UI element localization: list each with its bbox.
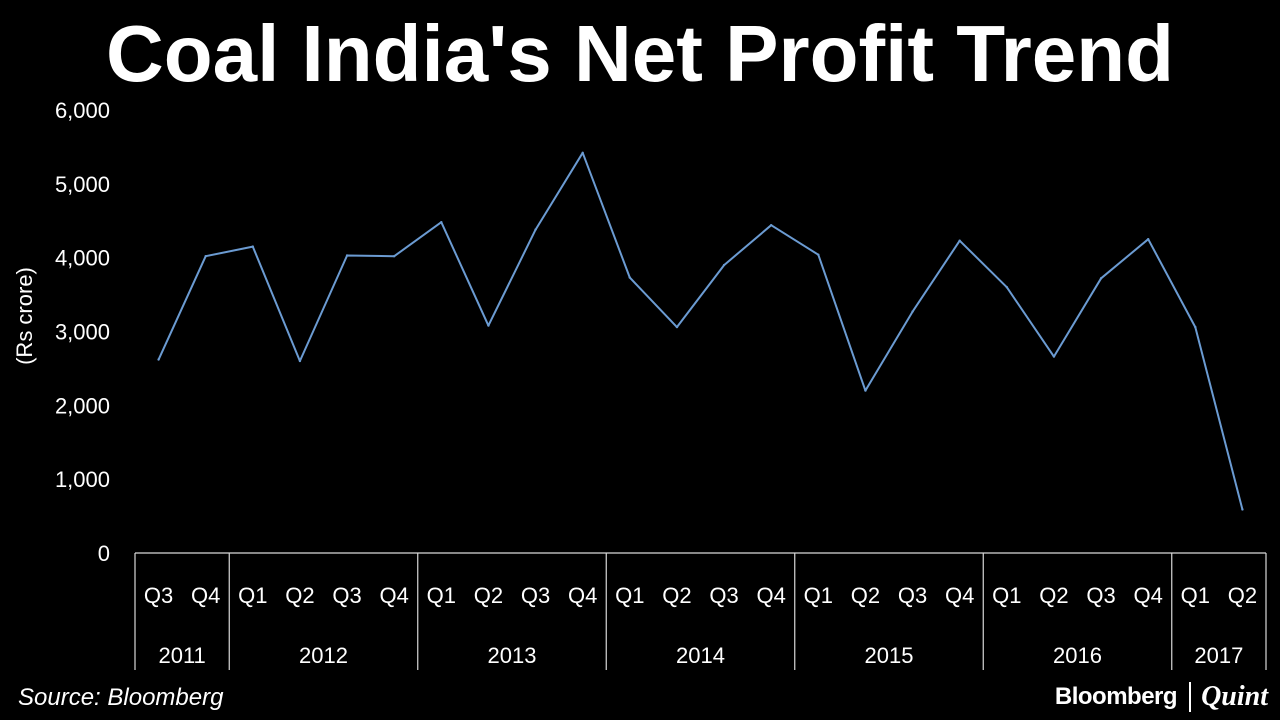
x-tick-label: Q3 (332, 583, 361, 608)
year-label: 2012 (299, 643, 348, 668)
x-tick-label: Q2 (662, 583, 691, 608)
y-axis: 0 1,000 2,000 3,000 4,000 5,000 6,000 (55, 98, 110, 566)
year-label: 2015 (865, 643, 914, 668)
data-point (1099, 277, 1103, 280)
x-axis: Q3 Q4 Q1 Q2 Q3 Q4 Q1 Q2 Q3 Q4 Q1 Q2 Q3 Q4 Q1 Q2 Q3 Q4 Q1 Q2… (134, 552, 1267, 670)
data-point (1241, 508, 1244, 511)
x-tick-label: Q4 (568, 583, 597, 608)
year-label: 2014 (676, 643, 725, 668)
x-tick-label: Q1 (992, 583, 1021, 608)
data-point (392, 254, 396, 258)
x-tick-label: Q3 (898, 583, 927, 608)
brand-quint: Quint (1201, 681, 1268, 712)
x-tick-label: Q4 (191, 583, 220, 608)
data-point (204, 254, 207, 258)
y-tick-label: 4,000 (55, 246, 110, 271)
year-label: 2016 (1053, 643, 1102, 668)
x-tick-label: Q1 (238, 583, 267, 608)
x-tick-label: Q3 (144, 583, 173, 608)
data-point (157, 358, 160, 361)
data-point (1194, 325, 1197, 329)
x-tick-label: Q1 (615, 583, 644, 608)
data-point (1052, 355, 1056, 358)
data-point (864, 389, 867, 392)
data-point (487, 324, 490, 327)
x-tick-label: Q1 (427, 583, 456, 608)
y-tick-label: 0 (98, 541, 110, 566)
data-point (958, 239, 961, 242)
data-point (298, 359, 302, 363)
data-point (722, 263, 726, 267)
y-tick-label: 5,000 (55, 172, 110, 197)
y-tick-label: 1,000 (55, 467, 110, 492)
x-tick-label: Q3 (1086, 583, 1115, 608)
brand-logo: Bloomberg Quint (1055, 680, 1268, 714)
x-tick-label: Q4 (757, 583, 786, 608)
chart-title: Coal India's Net Profit Trend (105, 9, 1175, 98)
y-tick-label: 3,000 (55, 320, 110, 345)
y-tick-label: 2,000 (55, 393, 110, 418)
x-tick-label: Q1 (804, 583, 833, 608)
data-point (440, 221, 443, 224)
series-group (157, 151, 1244, 511)
brand-divider (1189, 682, 1192, 712)
data-point (675, 325, 679, 329)
year-label: 2013 (488, 643, 537, 668)
year-label: 2011 (158, 643, 205, 668)
x-tick-label: Q4 (380, 583, 409, 608)
x-tick-label: Q4 (1134, 583, 1163, 608)
data-point (1005, 286, 1009, 289)
data-point (534, 228, 537, 231)
y-tick-label: 6,000 (55, 98, 110, 123)
x-tick-label: Q1 (1181, 583, 1210, 608)
data-point (251, 245, 255, 248)
source-note: Source: Bloomberg (18, 684, 224, 711)
x-tick-label: Q4 (945, 583, 974, 608)
data-point (911, 310, 914, 313)
x-tick-label: Q3 (709, 583, 738, 608)
data-point (1146, 238, 1150, 241)
x-tick-label: Q2 (1039, 583, 1068, 608)
data-point (581, 151, 584, 155)
x-tick-label: Q2 (851, 583, 880, 608)
series-line (157, 151, 1244, 510)
brand-bloomberg: Bloomberg (1054, 683, 1178, 710)
x-tick-label: Q2 (1228, 583, 1257, 608)
x-tick-label: Q3 (521, 583, 550, 608)
x-tick-label: Q2 (285, 583, 314, 608)
data-point (769, 223, 773, 227)
y-axis-label: (Rs crore) (12, 267, 37, 365)
data-point (345, 254, 349, 257)
data-point (628, 276, 632, 279)
data-point (817, 253, 820, 256)
year-label: 2017 (1194, 643, 1243, 668)
x-tick-label: Q2 (474, 583, 503, 608)
